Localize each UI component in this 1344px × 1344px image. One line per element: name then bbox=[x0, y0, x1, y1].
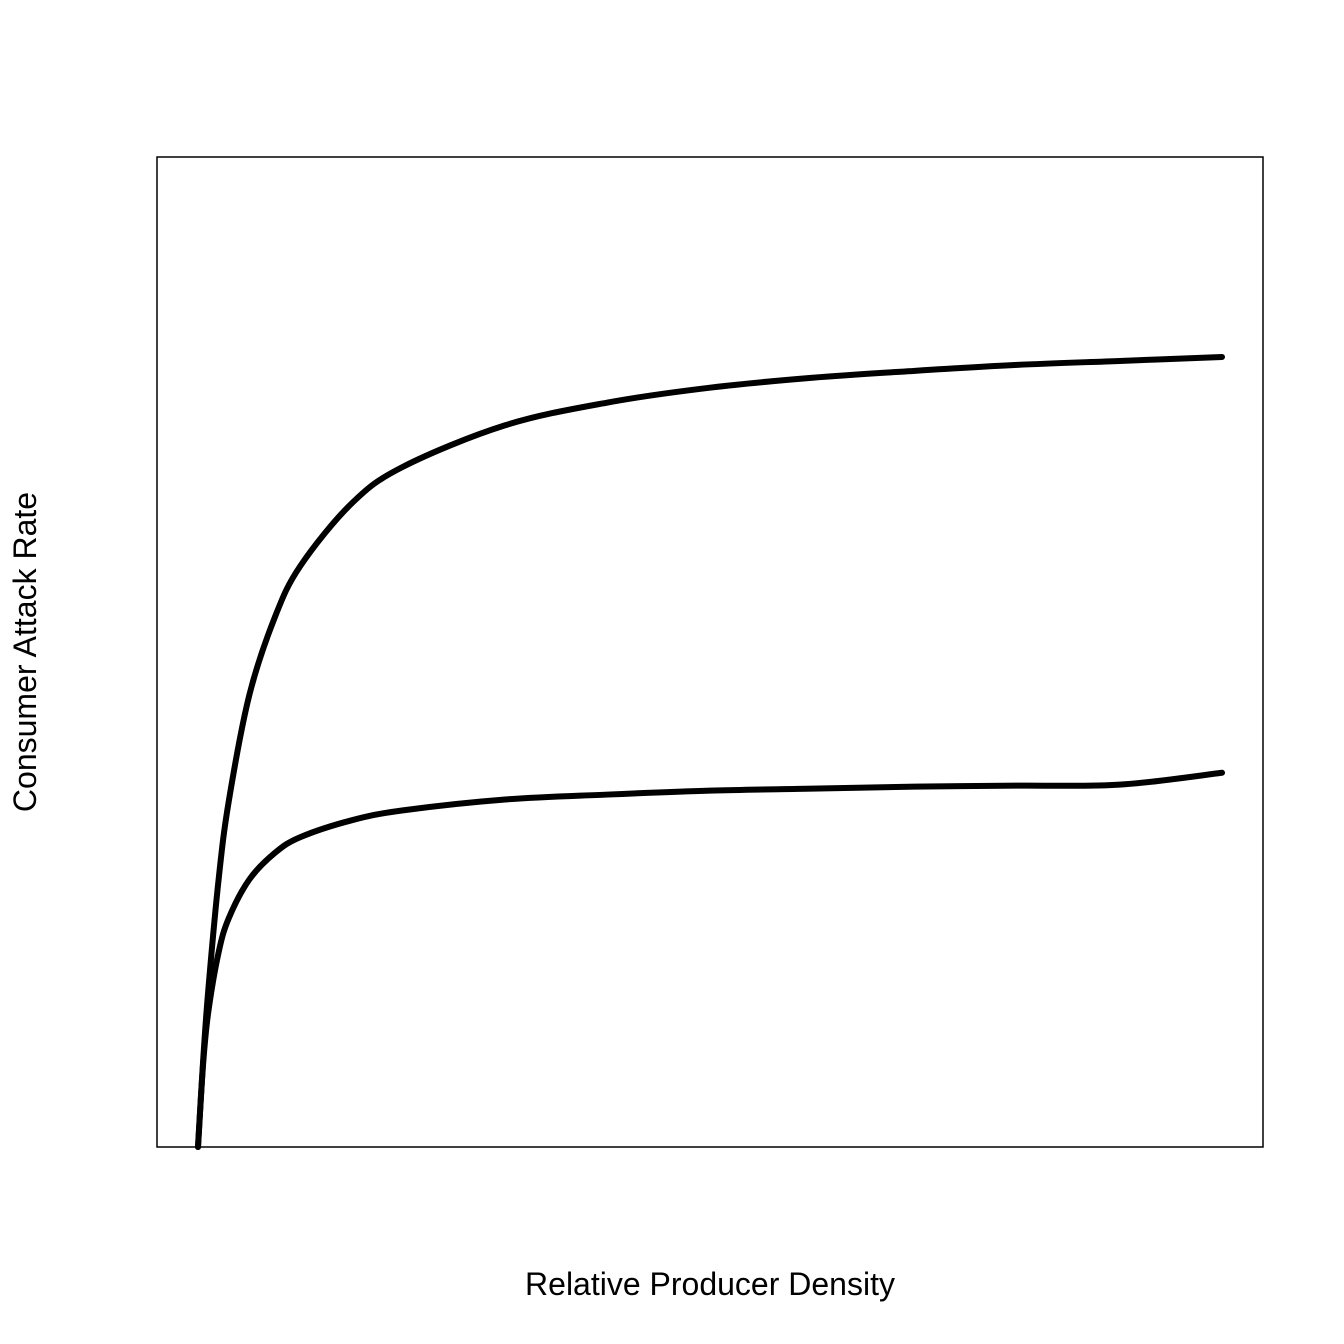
plot-frame bbox=[156, 156, 1264, 1148]
x-axis-label: Relative Producer Density bbox=[525, 1266, 895, 1302]
y-axis-label: Consumer Attack Rate bbox=[7, 492, 43, 812]
series-layer bbox=[195, 353, 1225, 1150]
series-line-1 bbox=[195, 353, 1225, 1150]
series-line-2 bbox=[195, 769, 1225, 1150]
